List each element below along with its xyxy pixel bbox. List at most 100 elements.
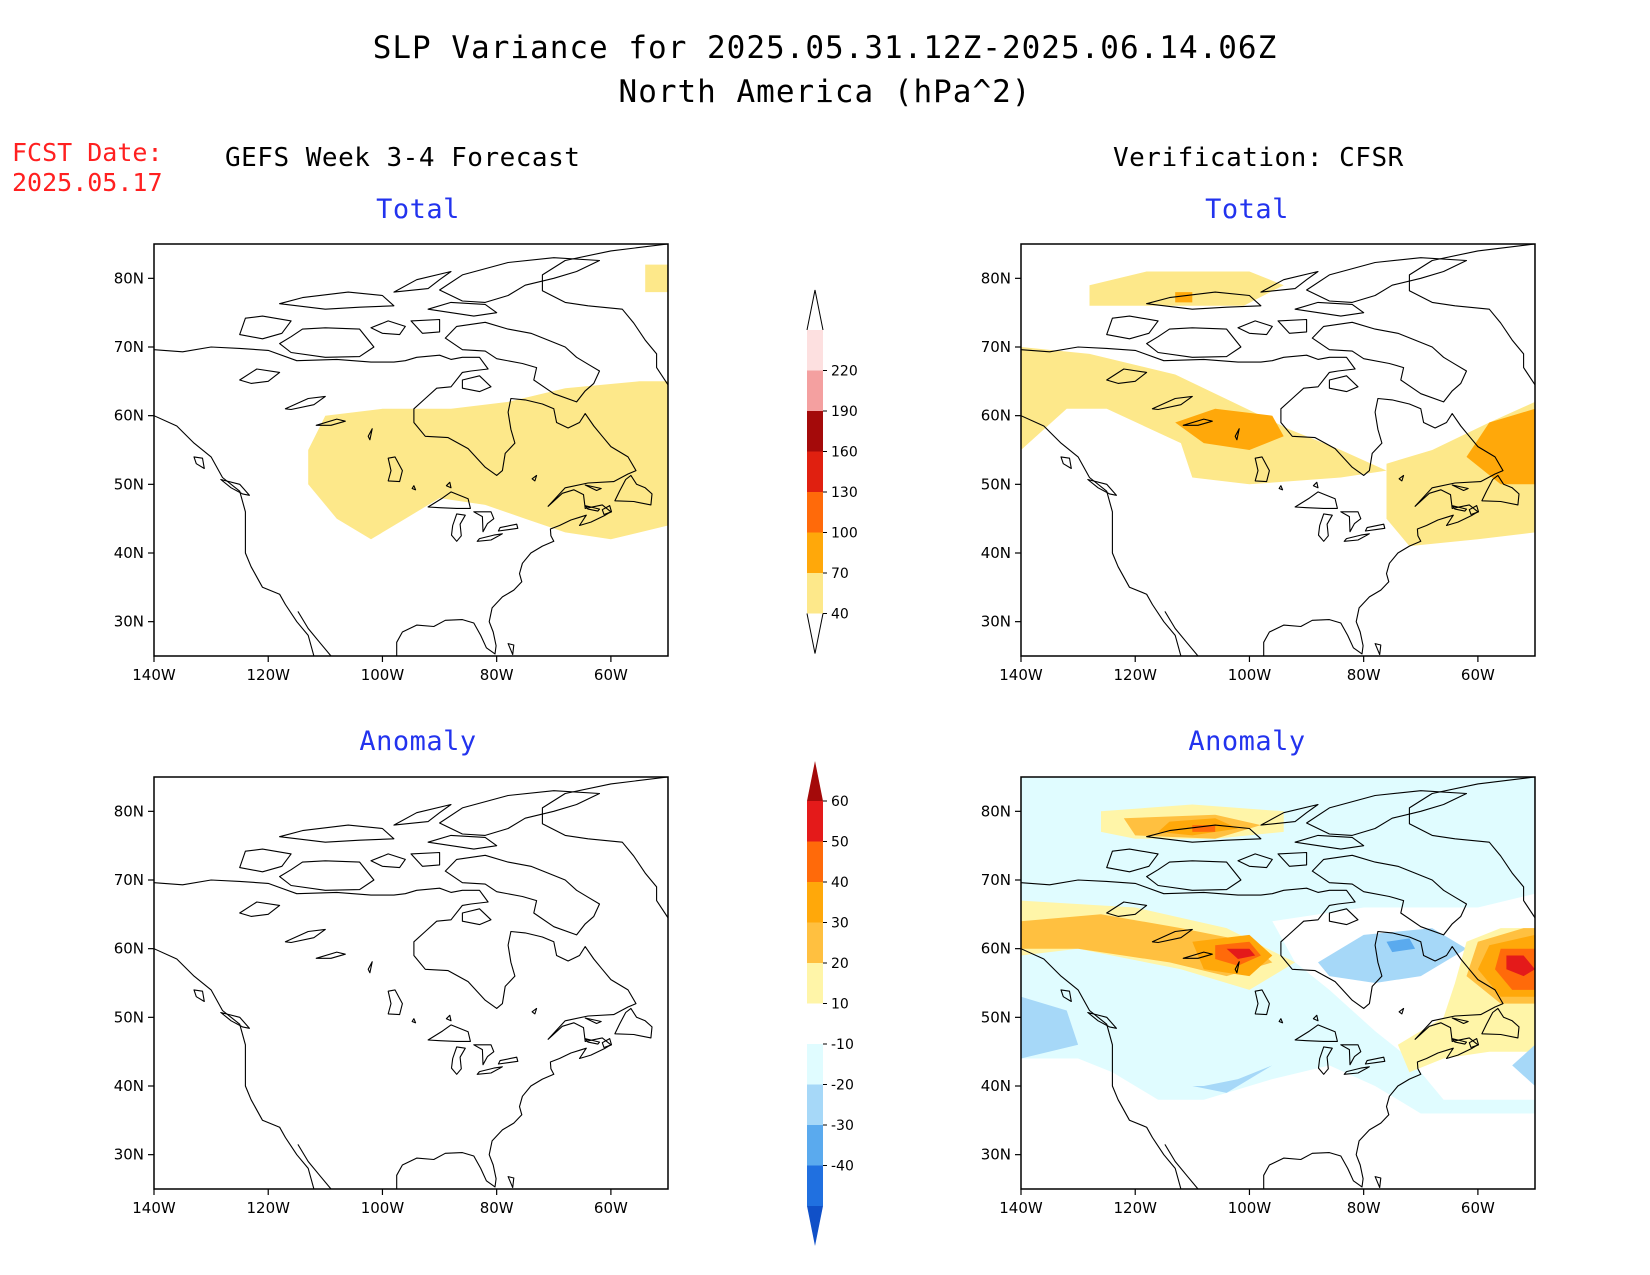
coastline-lake_woods <box>411 1018 417 1024</box>
coastline-anticosti <box>1451 1017 1469 1025</box>
contour-region-9 <box>1226 948 1256 959</box>
coastline-banks <box>239 848 292 873</box>
contour-region-2 <box>1089 271 1284 306</box>
coastline-cape_breton <box>601 1038 613 1049</box>
coastline-athabasca <box>1182 418 1213 426</box>
coastline-southampton <box>461 908 492 926</box>
coastline-great_lake_sup <box>427 491 471 509</box>
coastline-queen_elizabeth <box>1146 824 1262 843</box>
lat-label: 30N <box>981 1146 1011 1164</box>
coastline-greenland <box>1408 244 1535 386</box>
colorbar-label: 10 <box>831 997 849 1013</box>
coastline-great_bear <box>1106 901 1148 917</box>
coastline-devon <box>427 301 498 317</box>
colorbar-label: -20 <box>831 1078 854 1094</box>
colorbar-label: -30 <box>831 1118 854 1134</box>
coastline-great_lake_sup <box>1294 491 1338 509</box>
forecast-date-label: FCST Date: <box>12 138 163 167</box>
chart-title: SLP Variance for 2025.05.31.12Z-2025.06.… <box>372 30 1278 66</box>
coastline-cape_breton <box>601 505 613 516</box>
coastline-lake_woods <box>411 485 417 491</box>
coastline-cape_breton <box>1468 505 1480 516</box>
map-frame <box>153 243 669 657</box>
contour-region-2 <box>1192 1065 1273 1093</box>
forecast-date-value: 2025.05.17 <box>12 168 163 197</box>
coastline-great_slave <box>1151 928 1193 944</box>
coastline-mainland <box>1021 948 1182 1189</box>
lat-label: 40N <box>114 1077 144 1095</box>
lat-label: 70N <box>981 871 1011 889</box>
coastline-baffin <box>444 321 601 403</box>
coastlines <box>1021 244 1535 656</box>
lon-label: 80W <box>1347 666 1381 684</box>
lon-label: 60W <box>594 666 628 684</box>
coastline-great_slave <box>284 928 326 944</box>
coastline-bahamas <box>1374 1176 1382 1189</box>
coastline-ellesmere <box>439 257 601 303</box>
lat-label: 60N <box>981 407 1011 425</box>
map-frame <box>1020 243 1536 657</box>
lon-label: 80W <box>480 666 514 684</box>
coastline-great_lake_erie <box>476 1066 503 1075</box>
contour-region-5 <box>1466 408 1535 485</box>
lon-label: 100W <box>1228 1199 1272 1217</box>
coastline-nipigon <box>1312 481 1319 489</box>
coastline-lake_winnipeg <box>387 456 403 483</box>
coastline-prince_wales <box>1237 320 1273 336</box>
coastline-baffin <box>1311 854 1468 936</box>
coastline-great_lake_mich <box>1317 513 1333 542</box>
coastline-vancouver <box>1087 478 1117 496</box>
colorbar-swatch <box>807 841 823 882</box>
colorbar-label: 20 <box>831 956 849 972</box>
coastlines <box>1021 777 1535 1189</box>
lon-label: 120W <box>1113 1199 1157 1217</box>
colorbar-label: 100 <box>831 526 858 542</box>
coastline-gulf_ca <box>297 611 332 656</box>
coastline-victoria <box>1146 327 1242 358</box>
coastline-devon <box>1294 301 1365 317</box>
coastline-lake_winnipeg <box>1254 456 1270 483</box>
coastline-mistassini <box>1398 474 1405 482</box>
coastline-ellesmere <box>439 790 601 836</box>
coastline-mainland <box>1021 415 1182 656</box>
colorbar-swatch <box>807 882 823 923</box>
right-column-heading: Verification: CFSR <box>1113 143 1404 173</box>
coastline-pei <box>584 1038 601 1045</box>
coastline-reindeer <box>1234 428 1240 441</box>
coastline-nipigon <box>445 1014 452 1022</box>
colorbar-swatch <box>807 330 823 371</box>
colorbar-label: 190 <box>831 404 858 420</box>
coastline-mainland <box>154 415 315 656</box>
coastline-great_lake_mich <box>450 1046 466 1075</box>
colorbar-label: 30 <box>831 916 849 932</box>
coastline-great_lake_mich <box>1317 1046 1333 1075</box>
colorbar-label: 130 <box>831 485 858 501</box>
coastline-somerset <box>410 851 441 867</box>
colorbar-label: 40 <box>831 875 849 891</box>
coastline-great_bear <box>239 901 281 917</box>
coastline-great_lake_erie <box>1343 1066 1370 1075</box>
coastline-banks <box>1106 315 1159 340</box>
coastline-haida <box>193 989 205 1003</box>
coastline-southampton <box>461 375 492 393</box>
coastline-haida <box>193 456 205 470</box>
map-background <box>154 777 668 1189</box>
coastline-athabasca <box>315 418 346 426</box>
coastline-devon <box>427 834 498 850</box>
coastline-axel <box>393 803 452 826</box>
lon-label: 120W <box>246 666 290 684</box>
colorbar-top-arrow <box>807 761 823 801</box>
colorbar-bottom-arrow <box>806 613 824 654</box>
coastline-banks <box>239 315 292 340</box>
colorbar-swatch <box>807 1084 823 1125</box>
coastline-great_lake_sup <box>427 1024 471 1042</box>
coastline-axel <box>393 270 452 293</box>
coastlines <box>154 244 668 656</box>
lat-label: 30N <box>114 613 144 631</box>
verification-total-title: Total <box>1205 194 1289 225</box>
coastline-mistassini <box>1398 1007 1405 1015</box>
coastline-greenland <box>541 777 668 919</box>
lon-label: 100W <box>361 1199 405 1217</box>
colorbar-swatch <box>807 532 823 573</box>
coastline-southampton <box>1328 908 1359 926</box>
